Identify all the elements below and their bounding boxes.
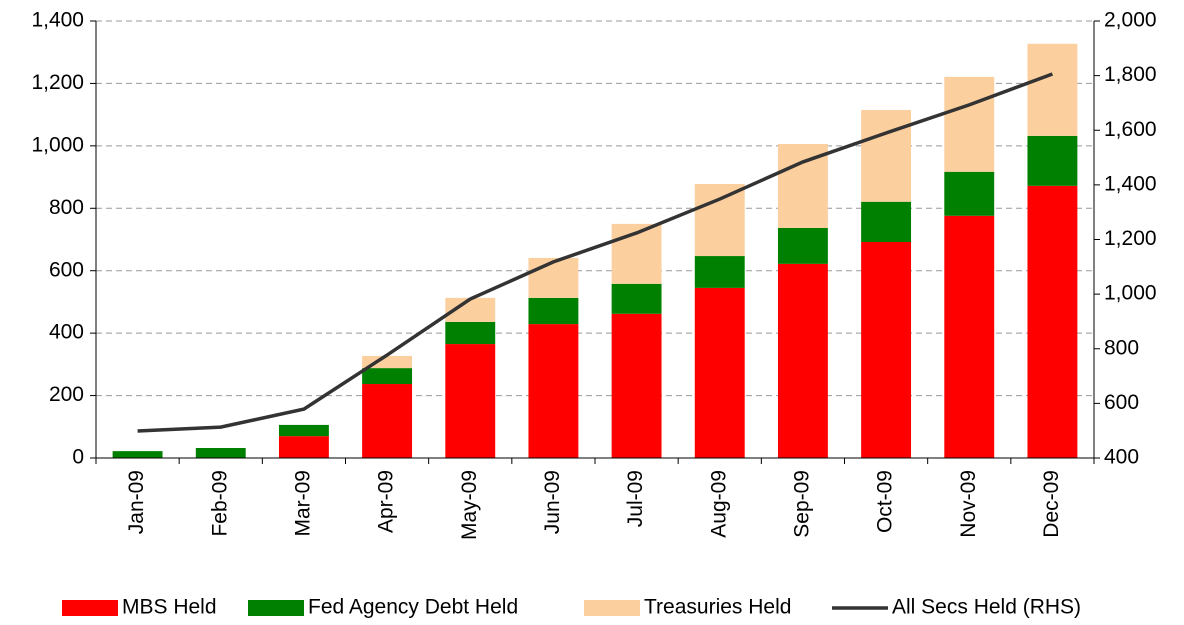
bar-segment: [777, 227, 828, 264]
x-tick-label: Mar-09: [291, 470, 314, 537]
y2-tick-label: 1,800: [1104, 63, 1157, 86]
bar-segment: [445, 321, 496, 345]
y-tick-label: 1,200: [31, 71, 84, 94]
legend-label: Treasuries Held: [644, 596, 791, 619]
legend-label: MBS Held: [122, 596, 217, 619]
bar-segment: [694, 287, 745, 458]
y-tick-label: 1,000: [31, 133, 84, 156]
x-tick-label: Sep-09: [790, 470, 813, 538]
bar-segment: [1027, 185, 1078, 458]
bar-segment: [362, 368, 413, 385]
bar-segment: [362, 384, 413, 458]
y2-tick-label: 1,600: [1104, 118, 1157, 141]
bar-segment: [195, 448, 246, 458]
legend-label: All Secs Held (RHS): [892, 596, 1081, 619]
line-series: [137, 72, 1054, 433]
x-tick-label: Dec-09: [1040, 470, 1063, 538]
y2-tick-label: 2,000: [1104, 9, 1157, 32]
x-tick-label: Oct-09: [874, 470, 897, 533]
bar-segment: [861, 109, 912, 202]
x-tick-label: Feb-09: [208, 470, 231, 537]
bar-segment: [611, 283, 662, 314]
bar-segment: [611, 313, 662, 458]
x-tick-label: May-09: [458, 470, 481, 540]
bar-segment: [528, 257, 579, 298]
x-tick-label: Nov-09: [957, 470, 980, 538]
y2-tick-label: 400: [1104, 446, 1139, 469]
bar-segment: [528, 324, 579, 458]
y2-tick-label: 600: [1104, 391, 1139, 414]
legend-label: Fed Agency Debt Held: [308, 596, 518, 619]
legend-swatch: [584, 600, 640, 616]
y-tick-label: 0: [72, 446, 84, 469]
y2-tick-label: 1,400: [1104, 172, 1157, 195]
x-tick-label: Jan-09: [125, 470, 148, 534]
bar-segment: [278, 424, 329, 437]
x-tick-label: Jun-09: [541, 470, 564, 534]
bar-segment: [861, 201, 912, 242]
bar-segment: [694, 183, 745, 257]
bar-segment: [944, 215, 995, 458]
bar-segment: [861, 241, 912, 458]
bar-segment: [694, 256, 745, 288]
bar-segment: [777, 263, 828, 458]
bar-segment: [445, 344, 496, 458]
legend-swatch: [62, 600, 118, 616]
y2-tick-label: 1,200: [1104, 227, 1157, 250]
x-tick-label: Apr-09: [375, 470, 398, 533]
bar-segment: [278, 436, 329, 458]
x-tick-label: Aug-09: [707, 470, 730, 538]
bar-segment: [528, 297, 579, 325]
y2-tick-label: 1,000: [1104, 282, 1157, 305]
bar-segment: [944, 171, 995, 216]
y-tick-label: 400: [49, 321, 84, 344]
bar-segment: [944, 76, 995, 172]
x-tick-label: Jul-09: [624, 470, 647, 527]
y-tick-label: 600: [49, 258, 84, 281]
y-tick-label: 1,400: [31, 9, 84, 32]
y-tick-label: 200: [49, 383, 84, 406]
y-tick-label: 800: [49, 196, 84, 219]
bar-segment: [1027, 135, 1078, 186]
y2-tick-label: 800: [1104, 336, 1139, 359]
legend-swatch: [248, 600, 304, 616]
bar-segment: [112, 451, 163, 458]
bar-segment: [1027, 43, 1078, 136]
